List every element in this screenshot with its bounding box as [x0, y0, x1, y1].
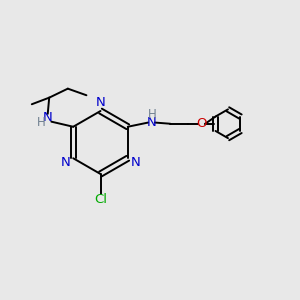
- Text: N: N: [147, 116, 157, 129]
- Text: H: H: [147, 108, 156, 121]
- Text: O: O: [196, 117, 207, 130]
- Text: H: H: [37, 116, 46, 129]
- Text: N: N: [130, 156, 140, 169]
- Text: N: N: [96, 96, 105, 109]
- Text: N: N: [61, 156, 70, 169]
- Text: Cl: Cl: [94, 193, 107, 206]
- Text: N: N: [43, 111, 52, 124]
